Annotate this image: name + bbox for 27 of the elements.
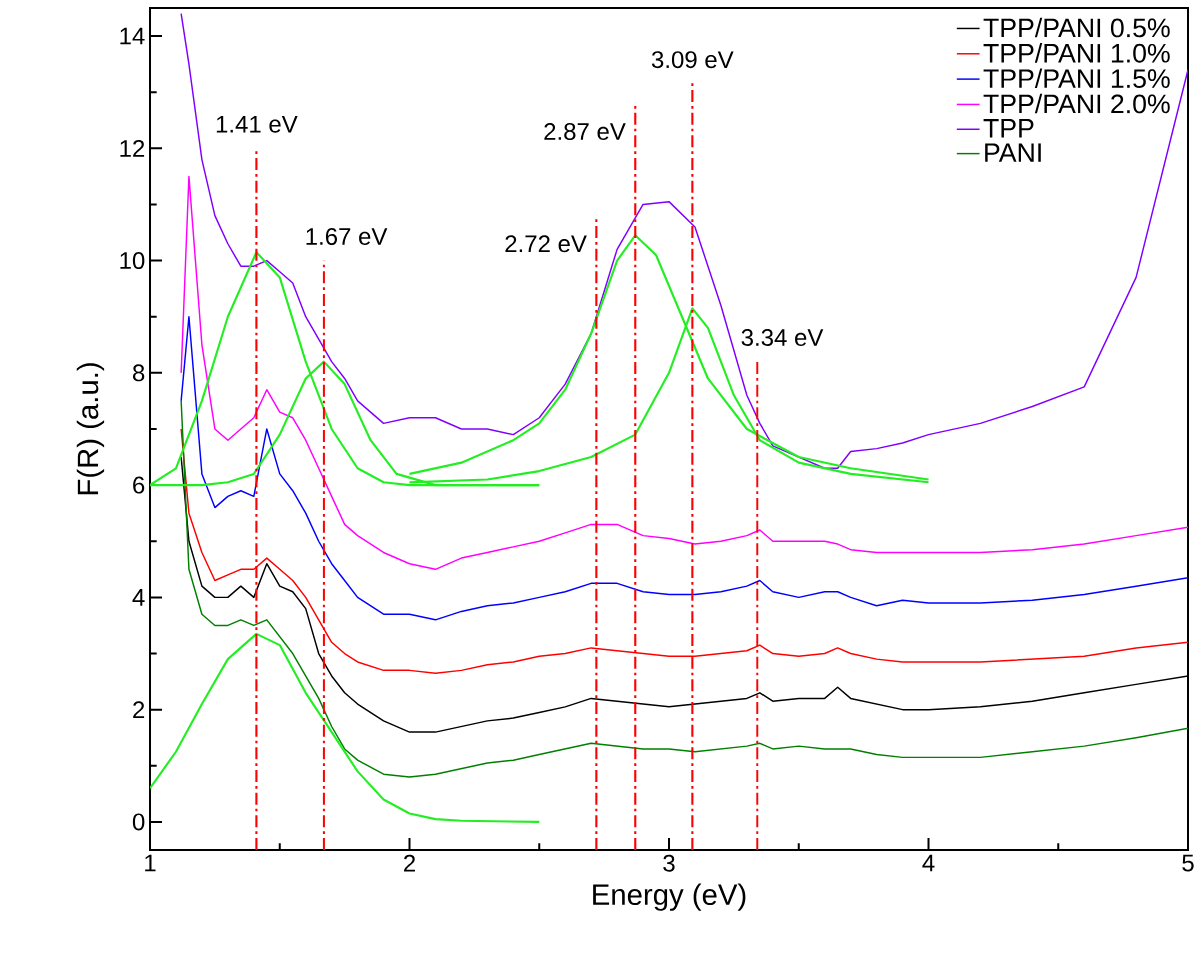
x-axis-title: Energy (eV) xyxy=(593,883,746,911)
legend-label: TPP/PANI 2.0% xyxy=(983,93,1170,114)
legend-label: PANI xyxy=(985,143,1041,162)
ref-line-label: 2.87 eV xyxy=(544,122,626,140)
y-tick-label: 12 xyxy=(120,139,145,157)
ref-line-label: 2.72 eV xyxy=(505,235,587,253)
y-tick-label: 10 xyxy=(120,252,145,270)
x-tick-label: 2 xyxy=(404,854,415,872)
y-tick-label: 2 xyxy=(133,701,145,719)
ref-line-label: 3.34 eV xyxy=(741,328,824,346)
legend-label: TPP xyxy=(983,119,1034,138)
ref-line-label: 1.41 eV xyxy=(216,115,298,133)
y-tick-label: 4 xyxy=(132,589,145,606)
x-tick-label: 4 xyxy=(922,854,935,872)
y-tick-label: 0 xyxy=(132,813,145,831)
y-tick-label: 14 xyxy=(120,27,145,45)
y-tick-label: 6 xyxy=(133,476,145,494)
ref-line-label: 3.09 eV xyxy=(651,51,734,69)
legend-label: TPP/PANI 1.5% xyxy=(983,68,1170,89)
legend-label: TPP/PANI 0.5% xyxy=(983,17,1170,38)
x-tick-label: 5 xyxy=(1182,854,1194,872)
ref-line-label: 1.67 eV xyxy=(306,227,388,245)
y-axis-title: F(R) (a.u.) xyxy=(76,363,105,495)
legend-label: TPP/PANI 1.0% xyxy=(983,43,1170,63)
y-tick-label: 8 xyxy=(133,364,145,382)
x-tick-label: 1 xyxy=(145,854,156,872)
x-tick-label: 3 xyxy=(663,854,675,872)
